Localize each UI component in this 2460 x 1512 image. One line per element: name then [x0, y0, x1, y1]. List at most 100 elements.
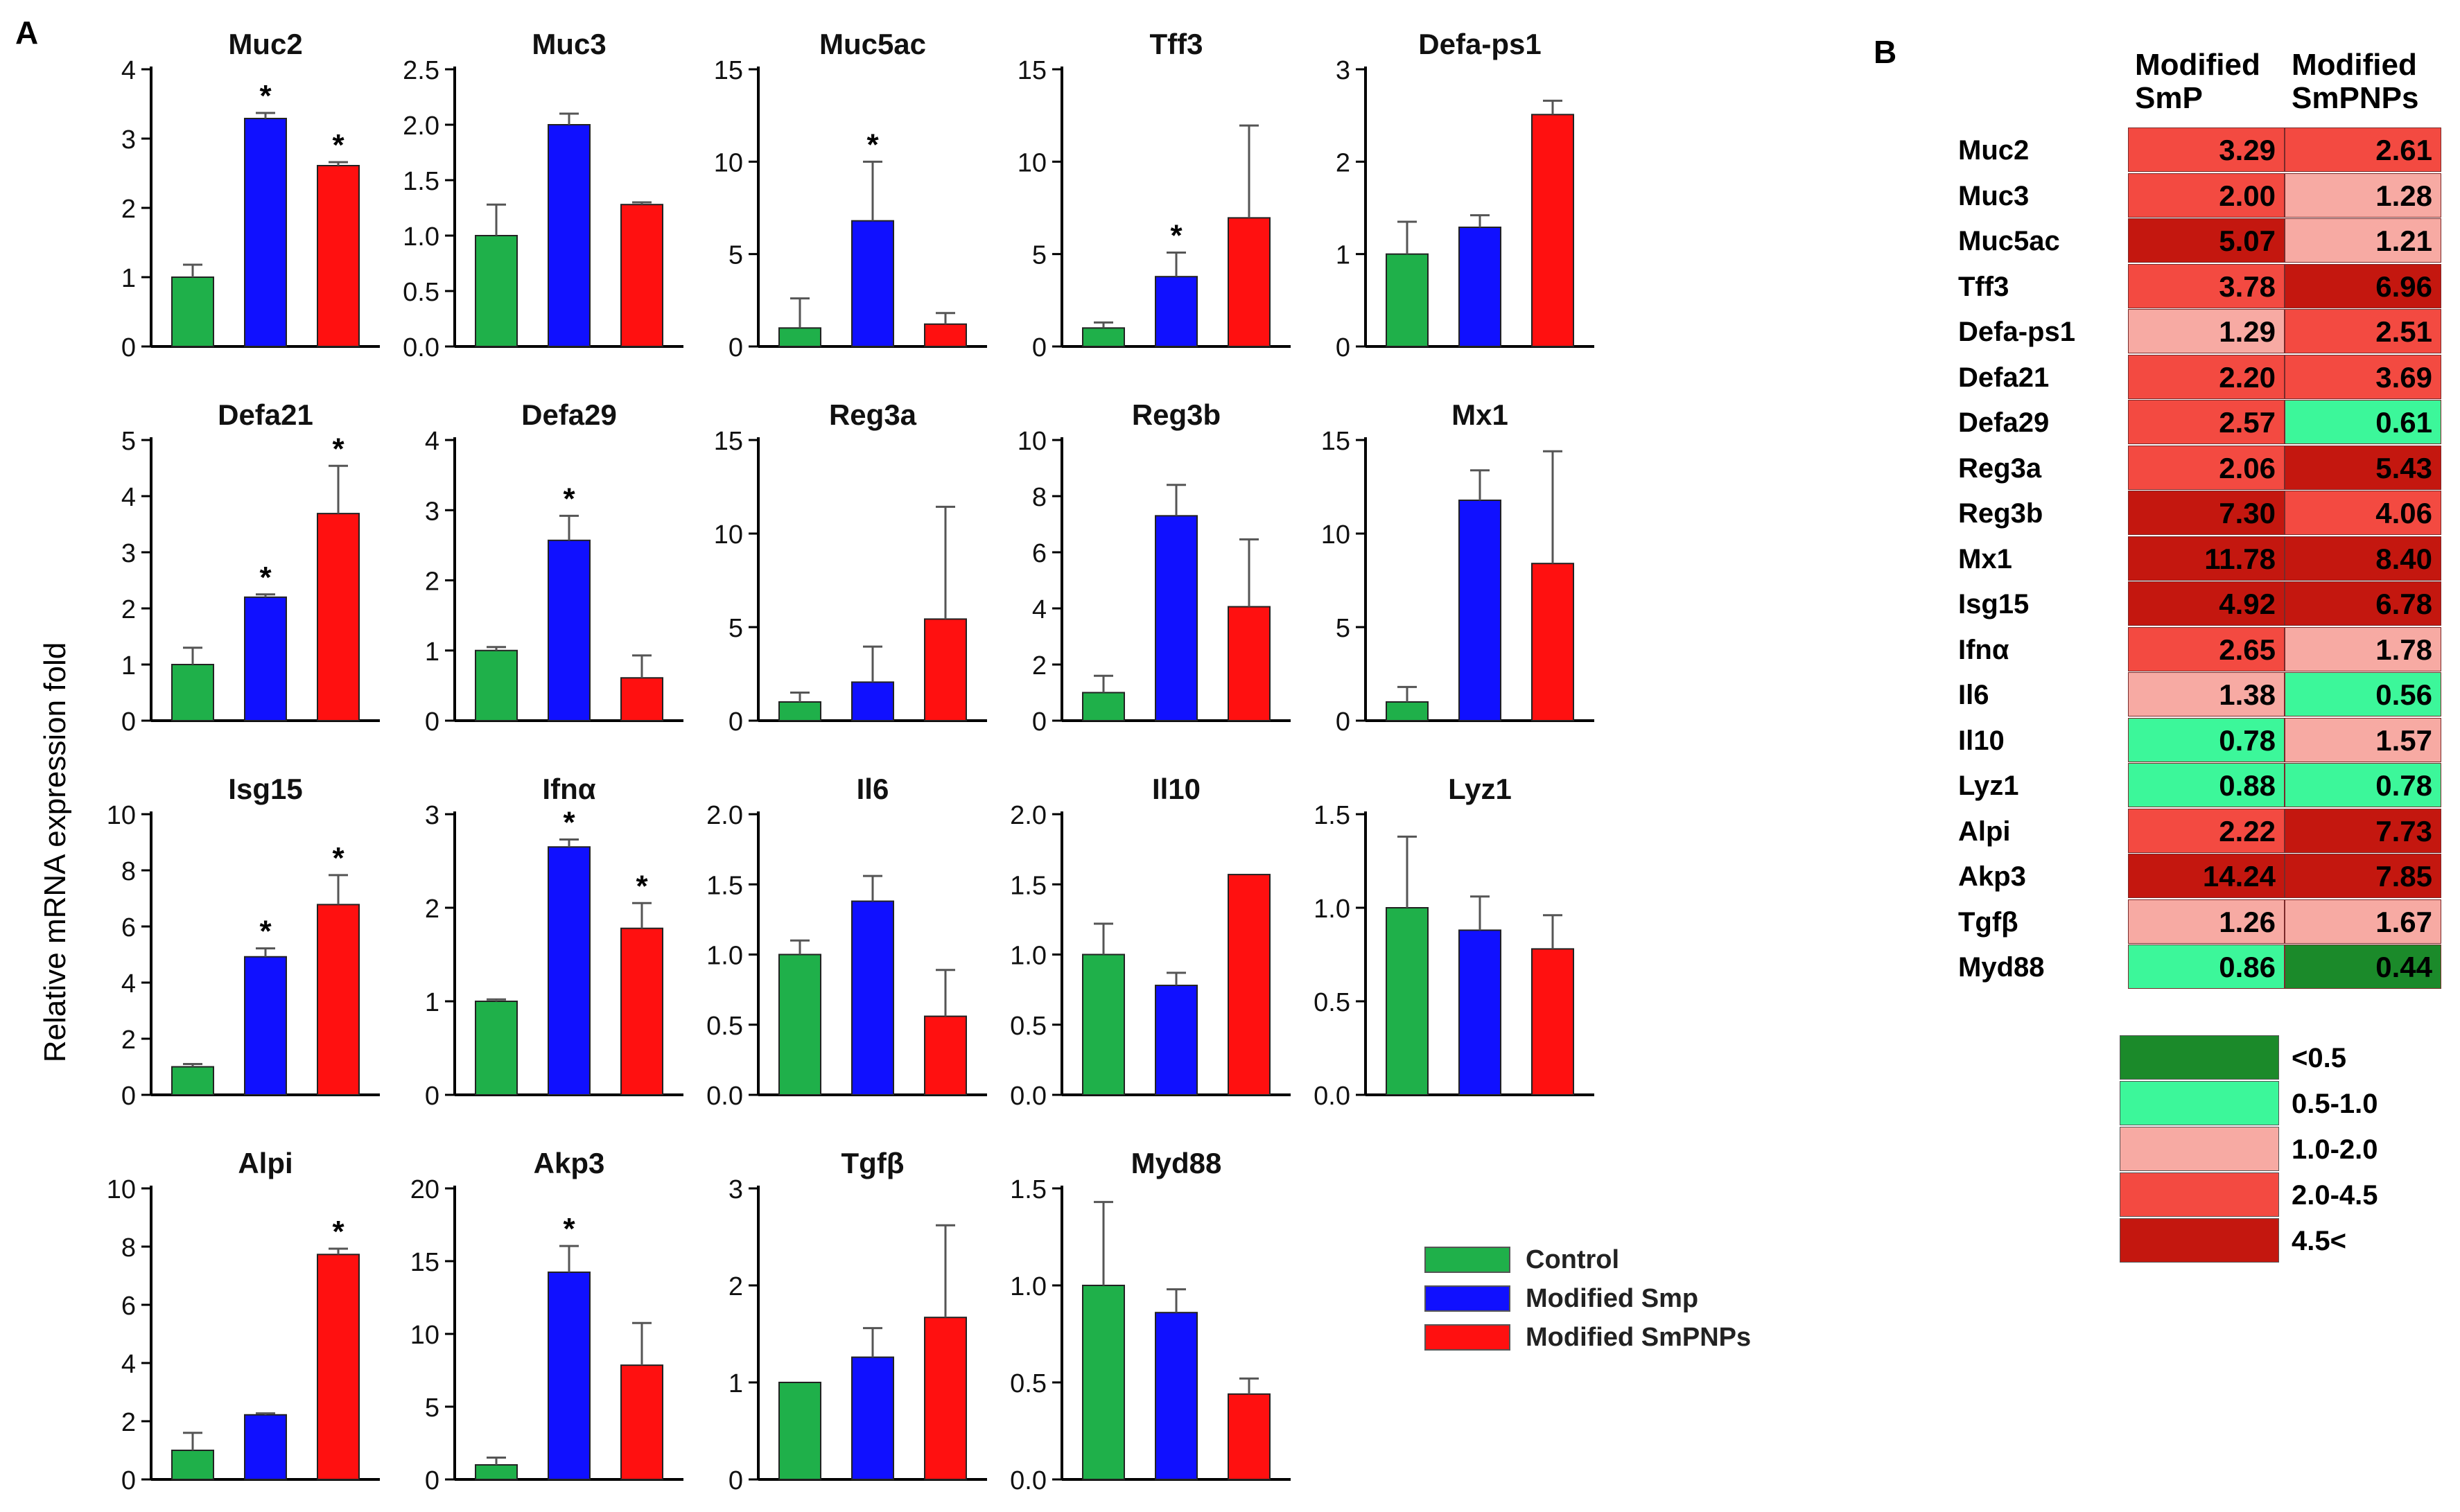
- y-tick-label: 3: [425, 801, 439, 830]
- heatmap-cell: 3.29: [2128, 128, 2285, 172]
- bar: [778, 701, 821, 721]
- y-tick-label: 15: [714, 427, 743, 456]
- chart-title: Defa21: [218, 398, 313, 431]
- chart-title: Il10: [1152, 773, 1201, 805]
- bar: [620, 1364, 663, 1481]
- heatmap-scale-swatch: [2120, 1127, 2279, 1171]
- y-tick-label: 2: [425, 568, 439, 597]
- heatmap-gene-label: Muc2: [1958, 135, 2030, 166]
- bar: [475, 1001, 518, 1096]
- heatmap-gene-label: Muc3: [1958, 180, 2030, 211]
- y-tick-label: 0: [1336, 333, 1350, 362]
- bar: [924, 1317, 967, 1480]
- heatmap-row: Defa29 2.57 0.61: [1948, 400, 2447, 446]
- bar: [851, 220, 894, 347]
- bar: [778, 327, 821, 348]
- bar: [475, 235, 518, 347]
- legend-swatch-control: [1424, 1247, 1510, 1273]
- legend: Control Modified Smp Modified SmPNPs: [1424, 1240, 1751, 1357]
- chart-title: Muc3: [532, 28, 606, 60]
- y-tick-label: 10: [1321, 520, 1350, 550]
- y-tick-label: 1: [1336, 241, 1350, 270]
- y-tick-label: 3: [729, 1175, 743, 1204]
- heatmap-cell: 1.38: [2128, 672, 2285, 717]
- heatmap-cell: 1.21: [2285, 218, 2441, 263]
- y-tick-label: 0: [729, 333, 743, 362]
- bar: [244, 118, 287, 347]
- bar-chart-grid: Muc2 0 1 2 3 4 * * Muc3 0.0 0.5 1.0 1.5 2.0 2.5 Muc5ac 0…: [107, 28, 1594, 1495]
- heatmap-gene-label: Ifnα: [1958, 634, 2009, 665]
- heatmap-cell: 7.73: [2285, 808, 2441, 853]
- heatmap-cell: 2.51: [2285, 309, 2441, 353]
- y-tick-label: 2: [1336, 148, 1350, 177]
- y-tick-label: 1: [425, 988, 439, 1017]
- heatmap-cell: 5.43: [2285, 445, 2441, 490]
- significance-marker: *: [259, 915, 272, 949]
- heatmap-scale-swatch: [2120, 1172, 2279, 1217]
- y-tick-label: 1: [729, 1369, 743, 1398]
- heatmap-cell: 0.61: [2285, 400, 2441, 444]
- y-tick-label: 8: [1032, 483, 1047, 512]
- heatmap-cell: 3.69: [2285, 354, 2441, 399]
- chart-title: Defa-ps1: [1418, 28, 1541, 60]
- bar: [1228, 874, 1271, 1096]
- y-tick-label: 1.5: [1314, 801, 1350, 830]
- heatmap-gene-label: Mx1: [1958, 543, 2012, 574]
- heatmap-gene-label: Myd88: [1958, 952, 2045, 983]
- y-tick-label: 3: [425, 497, 439, 526]
- y-tick-label: 1.0: [1010, 942, 1047, 971]
- heatmap-gene-label: Tff3: [1958, 271, 2009, 302]
- significance-marker: *: [636, 869, 648, 903]
- y-tick-label: 5: [1336, 614, 1350, 643]
- y-tick-label: 5: [121, 427, 136, 456]
- y-tick-label: 2: [1032, 651, 1047, 680]
- bar: [1386, 701, 1429, 721]
- heatmap-column-header-line: SmP: [2135, 81, 2203, 115]
- legend-item-modified-smpnps: Modified SmPNPs: [1424, 1318, 1751, 1357]
- y-tick-label: 1.0: [1010, 1272, 1047, 1301]
- y-tick-label: 10: [1018, 427, 1047, 456]
- y-tick-label: 4: [121, 56, 136, 85]
- bar: [851, 1356, 894, 1480]
- bar: [924, 618, 967, 722]
- heatmap-gene-label: Reg3a: [1958, 452, 2042, 484]
- heatmap-cell: 2.22: [2128, 808, 2285, 853]
- y-tick-label: 15: [714, 56, 743, 85]
- y-tick-label: 0: [425, 1466, 439, 1495]
- y-tick-label: 5: [425, 1394, 439, 1423]
- heatmap-column-header: Modified SmP: [2135, 49, 2260, 115]
- bar: [778, 1382, 821, 1480]
- heatmap-cell: 3.78: [2128, 263, 2285, 308]
- chart-title: Reg3b: [1132, 398, 1221, 431]
- bar: [1155, 985, 1198, 1096]
- y-tick-label: 1: [425, 638, 439, 667]
- y-tick-label: 2: [729, 1272, 743, 1301]
- heatmap-row: Tff3 3.78 6.96: [1948, 263, 2447, 310]
- chart-title: Myd88: [1131, 1147, 1222, 1179]
- legend-swatch-modified-smp: [1424, 1285, 1510, 1312]
- bar: [317, 513, 360, 721]
- y-tick-label: 15: [410, 1248, 439, 1277]
- legend-label-modified-smpnps: Modified SmPNPs: [1526, 1322, 1752, 1352]
- chart-title: Isg15: [228, 773, 302, 805]
- heatmap-row: Muc5ac 5.07 1.21: [1948, 218, 2447, 264]
- y-tick-label: 0.5: [706, 1012, 743, 1041]
- y-tick-label: 2: [121, 1408, 136, 1437]
- significance-marker: *: [866, 128, 879, 161]
- heatmap-cell: 2.61: [2285, 128, 2441, 172]
- heatmap-row: Mx1 11.78 8.40: [1948, 536, 2447, 582]
- panel-b-label: B: [1874, 34, 1897, 70]
- y-tick-label: 10: [410, 1321, 439, 1350]
- y-tick-label: 0: [729, 1466, 743, 1495]
- bar: [1458, 227, 1501, 347]
- heatmap-gene-label: Il10: [1958, 725, 2005, 756]
- chart-title: Alpi: [238, 1147, 293, 1179]
- bar: [620, 927, 663, 1096]
- y-tick-label: 0: [425, 1082, 439, 1111]
- bar: [244, 1414, 287, 1481]
- bar: [1458, 499, 1501, 721]
- y-tick-label: 2: [121, 595, 136, 624]
- heatmap-cell: 2.65: [2128, 626, 2285, 671]
- y-tick-label: 8: [121, 857, 136, 886]
- y-tick-label: 0.5: [403, 278, 439, 307]
